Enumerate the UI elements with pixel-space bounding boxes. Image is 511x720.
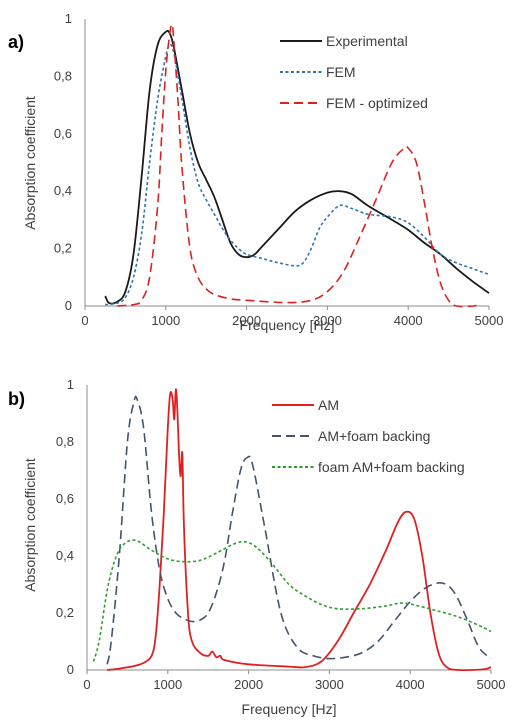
panel-b-series-am-foam-backing: [106, 395, 492, 665]
panel-b-y-axis-label: Absorption coefficient: [22, 458, 38, 592]
panel-a-x-tick-label: 1000: [151, 313, 180, 328]
panel-a-x-tick-label: 3000: [313, 313, 342, 328]
panel-a-y-tick-label: 0,2: [54, 241, 72, 256]
panel-b-x-tick-label: 2000: [234, 677, 263, 692]
panel-b-series: [92, 388, 492, 672]
panel-b-legend-label-foam-am-foam-backing: foam AM+foam backing: [318, 459, 465, 475]
panel-b-x-tick-label: 3000: [315, 677, 344, 692]
panel-a-x-tick-label: 5000: [475, 313, 504, 328]
panel-b-y-tick-label: 0,6: [56, 491, 74, 506]
panel-a-y-axis-label: Absorption coefficient: [22, 96, 38, 230]
panel-b-y-tick-label: 0,2: [56, 605, 74, 620]
panel-b-y-tick-label: 0,8: [56, 434, 74, 449]
panel-a-label: a): [8, 32, 24, 52]
panel-a-legend-label-fem: FEM: [326, 64, 356, 80]
panel-a-series-fem: [105, 43, 490, 306]
panel-a-legend: Experimental FEM FEM - optimized: [280, 33, 428, 111]
panel-b-y-tick-label: 0: [67, 662, 74, 677]
panel-b-x-tick-label: 1000: [153, 677, 182, 692]
panel-b-series-am: [107, 388, 492, 672]
panel-b-legend-label-am-foam-backing: AM+foam backing: [318, 428, 430, 444]
panel-a-y-tick-label: 0,8: [54, 68, 72, 83]
panel-a-x-tick-label: 0: [81, 313, 88, 328]
panel-a-y-tick-label: 1: [65, 11, 72, 26]
panel-a-series: [104, 23, 490, 308]
panel-a-series-fem-optimized: [117, 23, 482, 308]
panel-b-y-tick-label: 1: [67, 377, 74, 392]
panel-a-x-tick-label: 2000: [232, 313, 261, 328]
panel-a-y-tick-label: 0: [65, 298, 72, 313]
panel-a-axes: 0 1000 2000 3000 4000 5000 0 0,2 0,4 0,6 0,8 1: [54, 11, 504, 328]
panel-b-x-tick-label: 0: [83, 677, 90, 692]
panel-b-x-tick-label: 4000: [396, 677, 425, 692]
panel-a-y-tick-label: 0,6: [54, 126, 72, 141]
panel-b-x-axis-label: Frequency [Hz]: [242, 701, 337, 717]
panel-a-legend-label-fem-optimized: FEM - optimized: [326, 95, 428, 111]
panel-a-legend-label-experimental: Experimental: [326, 33, 408, 49]
panel-a-series-experimental: [104, 29, 490, 305]
panel-b-chart: b) 0 1000 2000 3000 4000 5000 0 0,2 0,4 0,6 0,8 1 F…: [8, 377, 505, 717]
panel-a-x-axis-label: Frequency [Hz]: [240, 317, 335, 333]
panel-b-x-tick-label: 5000: [477, 677, 506, 692]
panel-b-axes: 0 1000 2000 3000 4000 5000 0 0,2 0,4 0,6 0,8 1: [56, 377, 506, 692]
panel-b-legend: AM AM+foam backing foam AM+foam backing: [272, 397, 465, 475]
panel-a-y-tick-label: 0,4: [54, 183, 72, 198]
panel-b-legend-label-am: AM: [318, 397, 339, 413]
panel-b-y-tick-label: 0,4: [56, 548, 74, 563]
panel-b-series-foam-am-foam-backing: [92, 539, 492, 662]
panel-b-label: b): [8, 389, 25, 409]
panel-a-x-tick-label: 4000: [394, 313, 423, 328]
panel-a-chart: a) 0 1000 2000 3000 4000 5000 0 0,2 0,4 0,6 0,8 1 F…: [8, 11, 503, 333]
